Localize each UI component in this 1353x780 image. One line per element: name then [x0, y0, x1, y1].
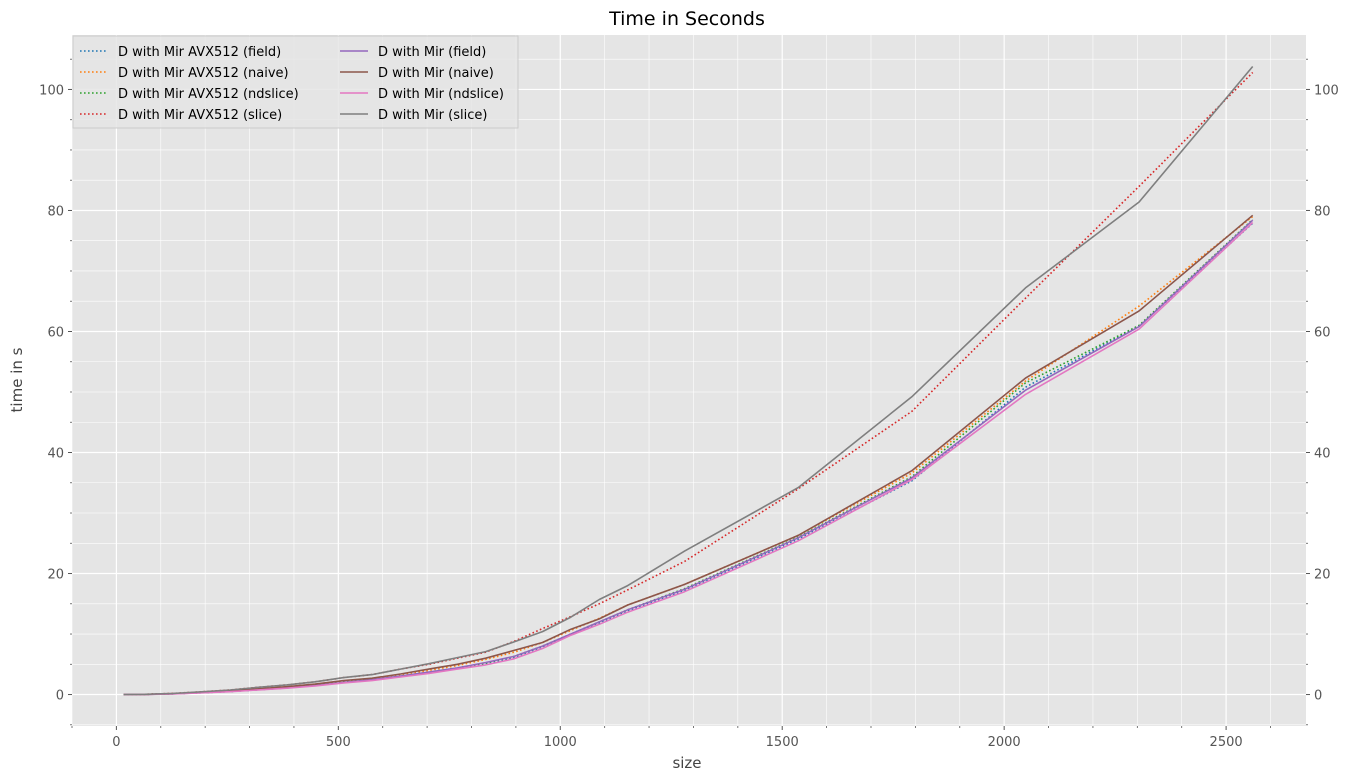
- series-line-d-with-mir-ndslice: [123, 222, 1254, 696]
- y-tick-label-right: 0: [1314, 689, 1322, 704]
- legend-label: D with Mir (ndslice): [378, 87, 504, 102]
- y-tick-label-left: 60: [47, 325, 64, 340]
- x-tick-label: 1500: [766, 735, 799, 750]
- grid-minor: [71, 35, 1306, 726]
- y-tick-label-left: 80: [47, 204, 64, 219]
- x-tick-label: 1000: [544, 735, 577, 750]
- y-axis-label: time in s: [8, 347, 26, 412]
- y-tick-label-right: 40: [1314, 447, 1331, 462]
- series-lines: [123, 65, 1254, 696]
- y-tick-label-left: 100: [39, 83, 64, 98]
- legend-label: D with Mir AVX512 (field): [118, 45, 281, 60]
- legend-label: D with Mir (slice): [378, 108, 487, 123]
- y-tick-label-left: 0: [56, 689, 64, 704]
- x-tick-label: 0: [112, 735, 120, 750]
- y-tick-label-right: 20: [1314, 568, 1331, 583]
- x-tick-label: 2000: [988, 735, 1021, 750]
- series-line-d-with-mir-slice: [123, 65, 1254, 696]
- y-tick-label-left: 40: [47, 447, 64, 462]
- series-line-d-with-mir-avx512-field: [123, 222, 1254, 696]
- y-tick-label-right: 100: [1314, 83, 1339, 98]
- grid-major: [72, 35, 1306, 726]
- legend-label: D with Mir (field): [378, 45, 486, 60]
- x-tick-label: 500: [326, 735, 351, 750]
- ticks: 0 500 1000 1500 2000 2500 0 0 20 20 40 40 60 60 80 80 10…: [39, 58, 1339, 750]
- x-axis-label: size: [672, 754, 701, 772]
- x-tick-label: 2500: [1210, 735, 1243, 750]
- legend-label: D with Mir AVX512 (ndslice): [118, 87, 299, 102]
- y-tick-label-right: 80: [1314, 204, 1331, 219]
- legend-label: D with Mir AVX512 (naive): [118, 66, 289, 81]
- y-tick-label-left: 20: [47, 568, 64, 583]
- chart-title: Time in Seconds: [608, 8, 765, 30]
- legend-label: D with Mir AVX512 (slice): [118, 108, 282, 123]
- legend-label: D with Mir (naive): [378, 66, 494, 81]
- legend-box: [72, 35, 519, 129]
- legend: D with Mir AVX512 (field) D with Mir AVX5…: [72, 35, 519, 129]
- plot-area: [72, 35, 1306, 726]
- y-tick-label-right: 60: [1314, 325, 1331, 340]
